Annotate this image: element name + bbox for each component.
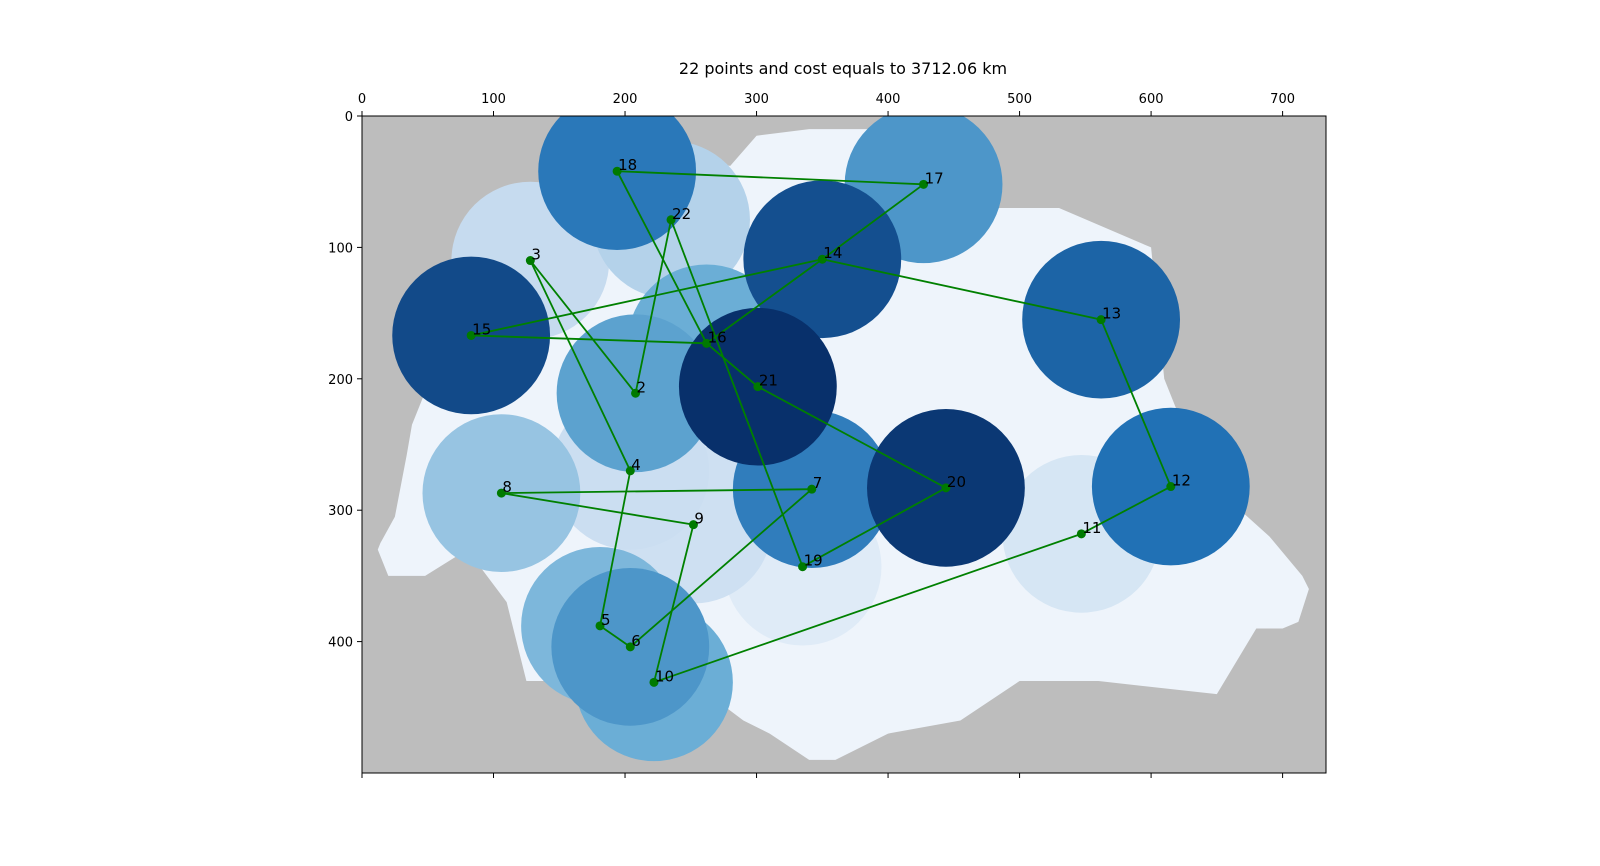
point-label-2: 2 [637,378,647,396]
point-marker-3 [525,256,535,266]
point-marker-21 [753,382,763,392]
route-segment-20-19 [802,487,947,568]
route-segment-19-22 [670,219,804,568]
route-segment-3-4 [529,260,632,472]
x-tick-label-600: 600 [1139,92,1164,107]
point-marker-10 [649,677,659,687]
y-tick-label-100: 100 [328,241,353,256]
point-label-16: 16 [708,328,727,346]
point-label-6: 6 [631,632,641,650]
x-tick-label-200: 200 [613,92,638,107]
point-label-18: 18 [618,156,637,174]
point-marker-16 [702,338,712,348]
point-marker-14 [817,254,827,264]
x-tick-label-400: 400 [876,92,901,107]
point-label-12: 12 [1172,472,1191,490]
point-label-22: 22 [672,205,691,223]
route-segment-9-10 [653,524,695,683]
route-segment-10-11 [653,533,1082,684]
point-label-9: 9 [694,510,704,528]
route-segment-18-16 [616,170,708,344]
point-label-8: 8 [502,478,512,496]
point-label-10: 10 [655,667,674,685]
point-label-layer: 2 3 4 5 6 7 8 9 10 11 12 13 14 15 16 17 18 19 20 21 22 [472,156,1191,685]
point-marker-7 [807,484,817,494]
x-tick-label-500: 500 [1007,92,1032,107]
route-layer [470,170,1172,684]
point-marker-12 [1166,482,1176,492]
point-label-19: 19 [804,552,823,570]
route-segment-16-21 [705,342,759,388]
route-segment-14-16 [706,258,823,345]
point-marker-22 [666,215,676,225]
x-tick-label-300: 300 [744,92,769,107]
point-marker-6 [625,642,635,652]
point-marker-2 [631,388,641,398]
y-tick-label-0: 0 [345,110,353,125]
route-segment-6-7 [629,488,813,648]
plot-area: 2 3 4 5 6 7 8 9 10 11 12 13 14 15 16 17 18 19 20 21 22 [362,116,1326,773]
point-marker-19 [798,562,808,572]
y-tick-label-300: 300 [328,504,353,519]
point-label-15: 15 [472,320,491,338]
route-segment-21-20 [757,385,947,489]
route-segment-11-12 [1080,485,1172,535]
point-marker-11 [1076,529,1086,539]
point-label-3: 3 [531,246,541,264]
x-tick-label-100: 100 [481,92,506,107]
point-label-13: 13 [1102,305,1121,323]
point-label-20: 20 [947,473,966,491]
point-marker-18 [612,166,622,176]
point-label-11: 11 [1082,519,1101,537]
point-label-5: 5 [601,611,611,629]
point-marker-5 [595,621,605,631]
route-segment-16-15 [471,334,707,345]
point-label-7: 7 [813,474,823,492]
point-label-21: 21 [759,372,778,390]
chart-title: 22 points and cost equals to 3712.06 km [679,59,1007,78]
y-tick-label-400: 400 [328,636,353,651]
plot-frame [361,115,1327,774]
route-segment-4-5 [599,470,632,627]
route-segment-2-3 [529,259,637,394]
route-segment-14-17 [821,183,925,260]
marker-layer [466,166,1176,687]
route-segment-7-8 [501,488,812,495]
route-segment-5-6 [599,625,631,648]
coverage-disc-18 [538,116,697,251]
route-segment-15-14 [470,258,823,337]
route-segment-8-9 [501,492,694,526]
y-axis-ticks: 0 100 200 300 400 [328,110,362,651]
point-marker-15 [466,330,476,340]
point-label-17: 17 [925,169,944,187]
point-marker-20 [941,483,951,493]
point-marker-8 [496,488,506,498]
route-segment-22-2 [634,219,672,394]
x-tick-label-0: 0 [358,92,366,107]
point-label-4: 4 [631,456,641,474]
route-segment-13-14 [822,258,1102,321]
point-marker-13 [1096,315,1106,325]
point-label-14: 14 [823,244,842,262]
x-tick-label-700: 700 [1270,92,1295,107]
point-marker-17 [919,179,929,189]
route-segment-17-18 [617,170,924,186]
point-marker-9 [688,520,698,530]
point-marker-4 [625,466,635,476]
x-axis-ticks: 0 100 200 300 400 500 600 700 [358,92,1295,778]
y-tick-label-200: 200 [328,373,353,388]
route-segment-12-13 [1100,319,1172,487]
